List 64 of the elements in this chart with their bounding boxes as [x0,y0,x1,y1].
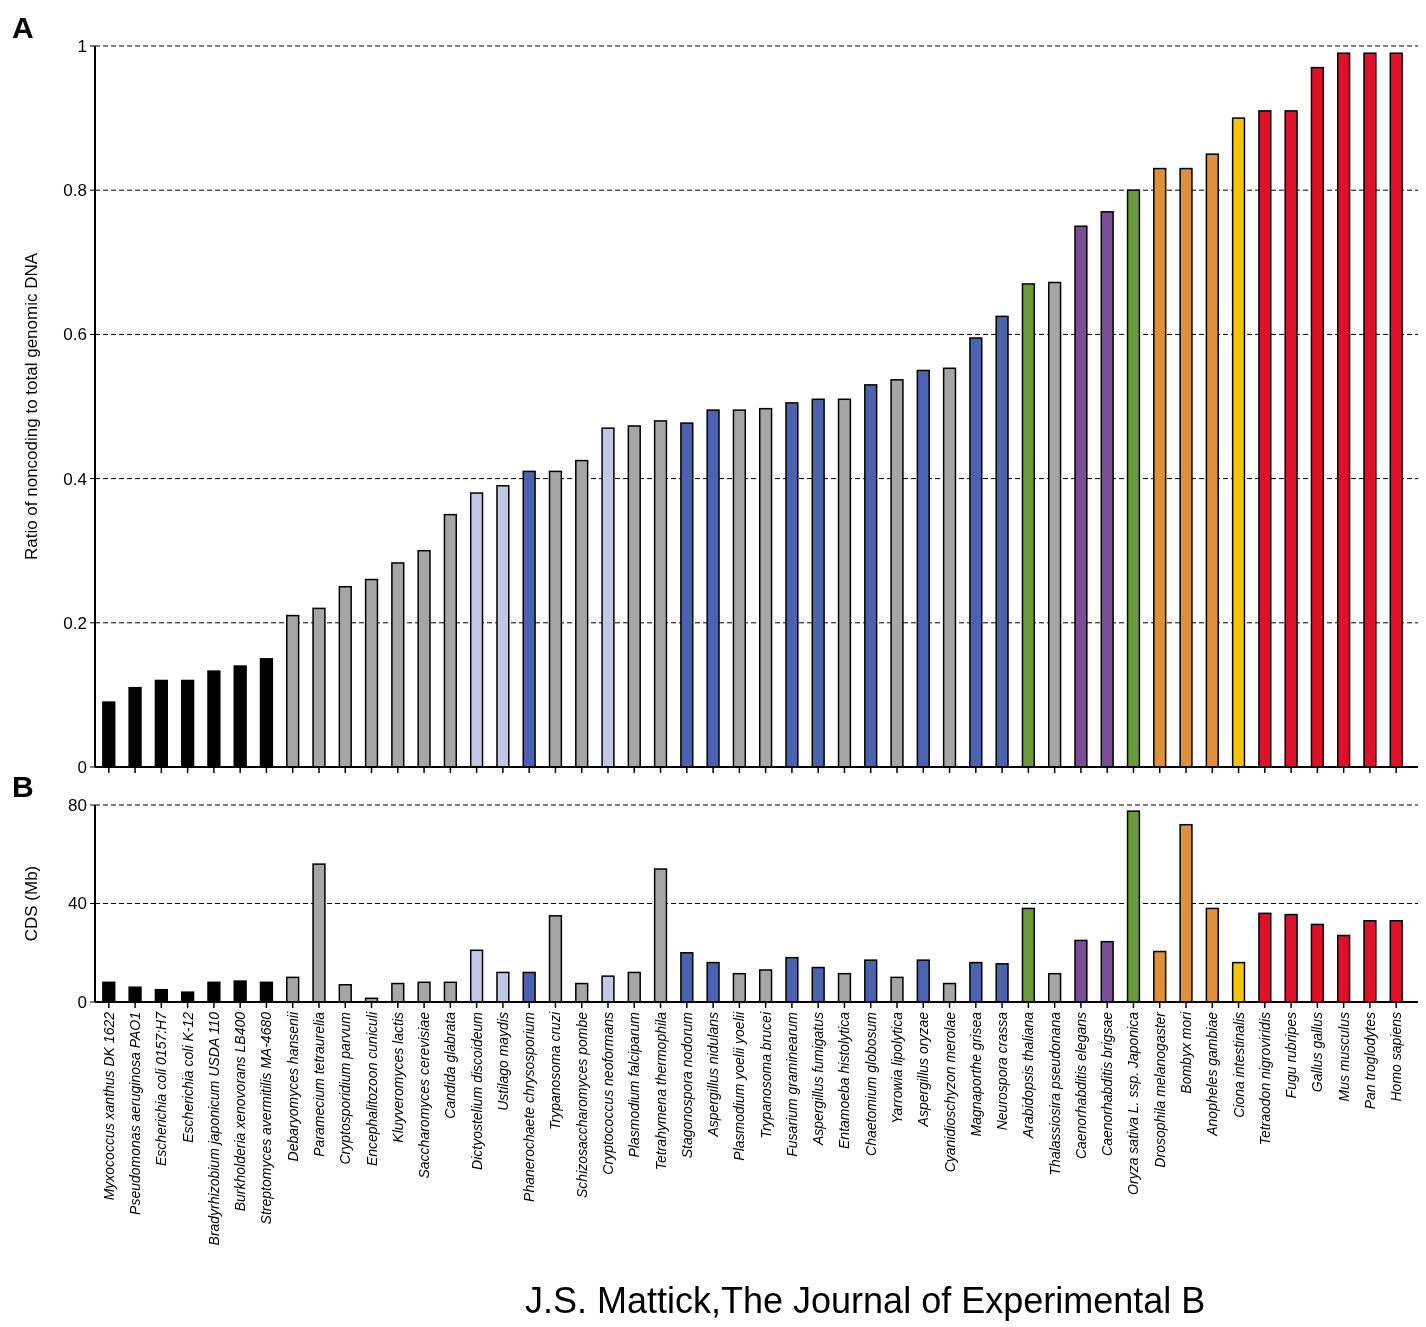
x-tick-label: Saccharomyces cerevisiae [416,1011,433,1179]
x-tick-label: Trypanosoma cruzi [547,1011,564,1131]
chart-title: B [12,770,34,803]
x-tick-label: Homo sapiens [1388,1012,1405,1102]
x-tick-label: Entamoeba histolytica [836,1011,853,1149]
text: J.S. Mattick,The Journal of Experimental B [525,1280,1206,1321]
x-tick-label: Thalassiosira pseudonana [1046,1011,1063,1176]
x-tick-label: Oryza sativa L. ssp. Japonica [1125,1011,1142,1195]
x-tick-label: Chaetomium globosum [862,1011,879,1156]
x-tick-label: Escherichia coli 0157:H7 [153,1010,170,1167]
x-tick-label: Tetrahymena thermophila [652,1011,669,1171]
x-tick-label: Bradyrhizobium japonicum USDA 110 [205,1011,222,1246]
x-tick-label: Cyanidioschyzon merolae [941,1011,958,1173]
x-tick-label: Candida glabrata [442,1011,459,1119]
x-tick-label: Plasmodium yoelii yoelii [731,1011,748,1161]
x-tick-label: Tetraodon nigroviridis [1256,1012,1273,1146]
x-tick-label: Debaryomyces hansenii [284,1011,301,1162]
y-tick-label: 0.2 [63,613,87,633]
x-tick-label: Plasmodium falciparum [626,1011,643,1158]
y-axis-title: CDS (Mb) [22,865,41,942]
x-tick-label: Dictyostelium discoideum [468,1011,485,1170]
x-tick-label: Ustilago maydis [494,1012,511,1111]
x-tick-label: Caenorhabditis brigsae [1099,1011,1116,1156]
x-tick-label: Drosophila melanogaster [1151,1010,1168,1168]
x-tick-label: Aspergillus fumigatus [810,1012,827,1147]
y-axis-title: Ratio of noncoding to total genomic DNA [22,252,41,561]
y-tick-label: 1 [77,36,87,56]
x-tick-label: Schizosaccharomyces pombe [573,1011,590,1198]
x-tick-label: Burkholderia xenovorans LB400 [232,1011,249,1212]
x-tick-label: Fusarium graminearum [783,1011,800,1157]
y-tick-label: 0.4 [63,469,87,489]
x-tick-label: Phanerochaete chrysosporium [521,1011,538,1202]
x-tick-label: Neurospora crassa [994,1011,1011,1131]
x-tick-label: Fugu rubripes [1283,1012,1300,1099]
x-tick-label: Aspergillus oryzae [915,1011,932,1128]
x-tick-label: Cryptosporidium parvum [337,1011,354,1165]
y-tick-label: 40 [68,894,87,914]
x-tick-label: Anopheles gambiae [1204,1011,1221,1137]
x-tick-label: Myxococcus xanthus DK 1622 [100,1011,117,1201]
x-tick-label: Ciona intestinalis [1230,1012,1247,1118]
y-tick-label: 0.8 [63,181,87,201]
y-tick-label: 80 [68,795,87,815]
x-tick-label: Paramecium tetraurelia [310,1011,327,1157]
x-tick-label: Stagonospora nodorum [678,1011,695,1159]
x-tick-label: Arabidopsis thaliana [1020,1011,1037,1140]
y-tick-label: 0 [77,757,87,777]
x-tick-label: Escherichia coli K-12 [179,1011,196,1143]
x-tick-label: Cryptococcus neoformans [599,1012,616,1175]
y-tick-label: 0 [77,992,87,1012]
x-tick-label: Encephalitozoon cuniculi [363,1011,380,1167]
x-tick-label: Mus musculus [1335,1012,1352,1102]
x-tick-label: Aspergillus nidulans [705,1012,722,1138]
x-tick-label: Yarrowia lipolytica [889,1011,906,1124]
x-tick-label: Pseudomonas aeruginosa PAO1 [127,1012,144,1215]
x-tick-label: Streptomyces avermitilis MA-4680 [258,1011,275,1225]
chart-title: A [12,11,34,44]
x-tick-label: Caenorhabditis elegans [1072,1012,1089,1160]
x-tick-label: Pan troglodytes [1361,1012,1378,1110]
x-tick-label: Gallus gallus [1309,1012,1326,1093]
x-tick-label: Magnaporthe grisea [967,1011,984,1137]
y-tick-label: 0.6 [63,325,87,345]
x-tick-label: Kluyveromyces lactis [389,1012,406,1143]
x-tick-label: Trypanosoma brucei [757,1011,774,1139]
x-tick-label: Bombyx mori [1178,1011,1195,1094]
